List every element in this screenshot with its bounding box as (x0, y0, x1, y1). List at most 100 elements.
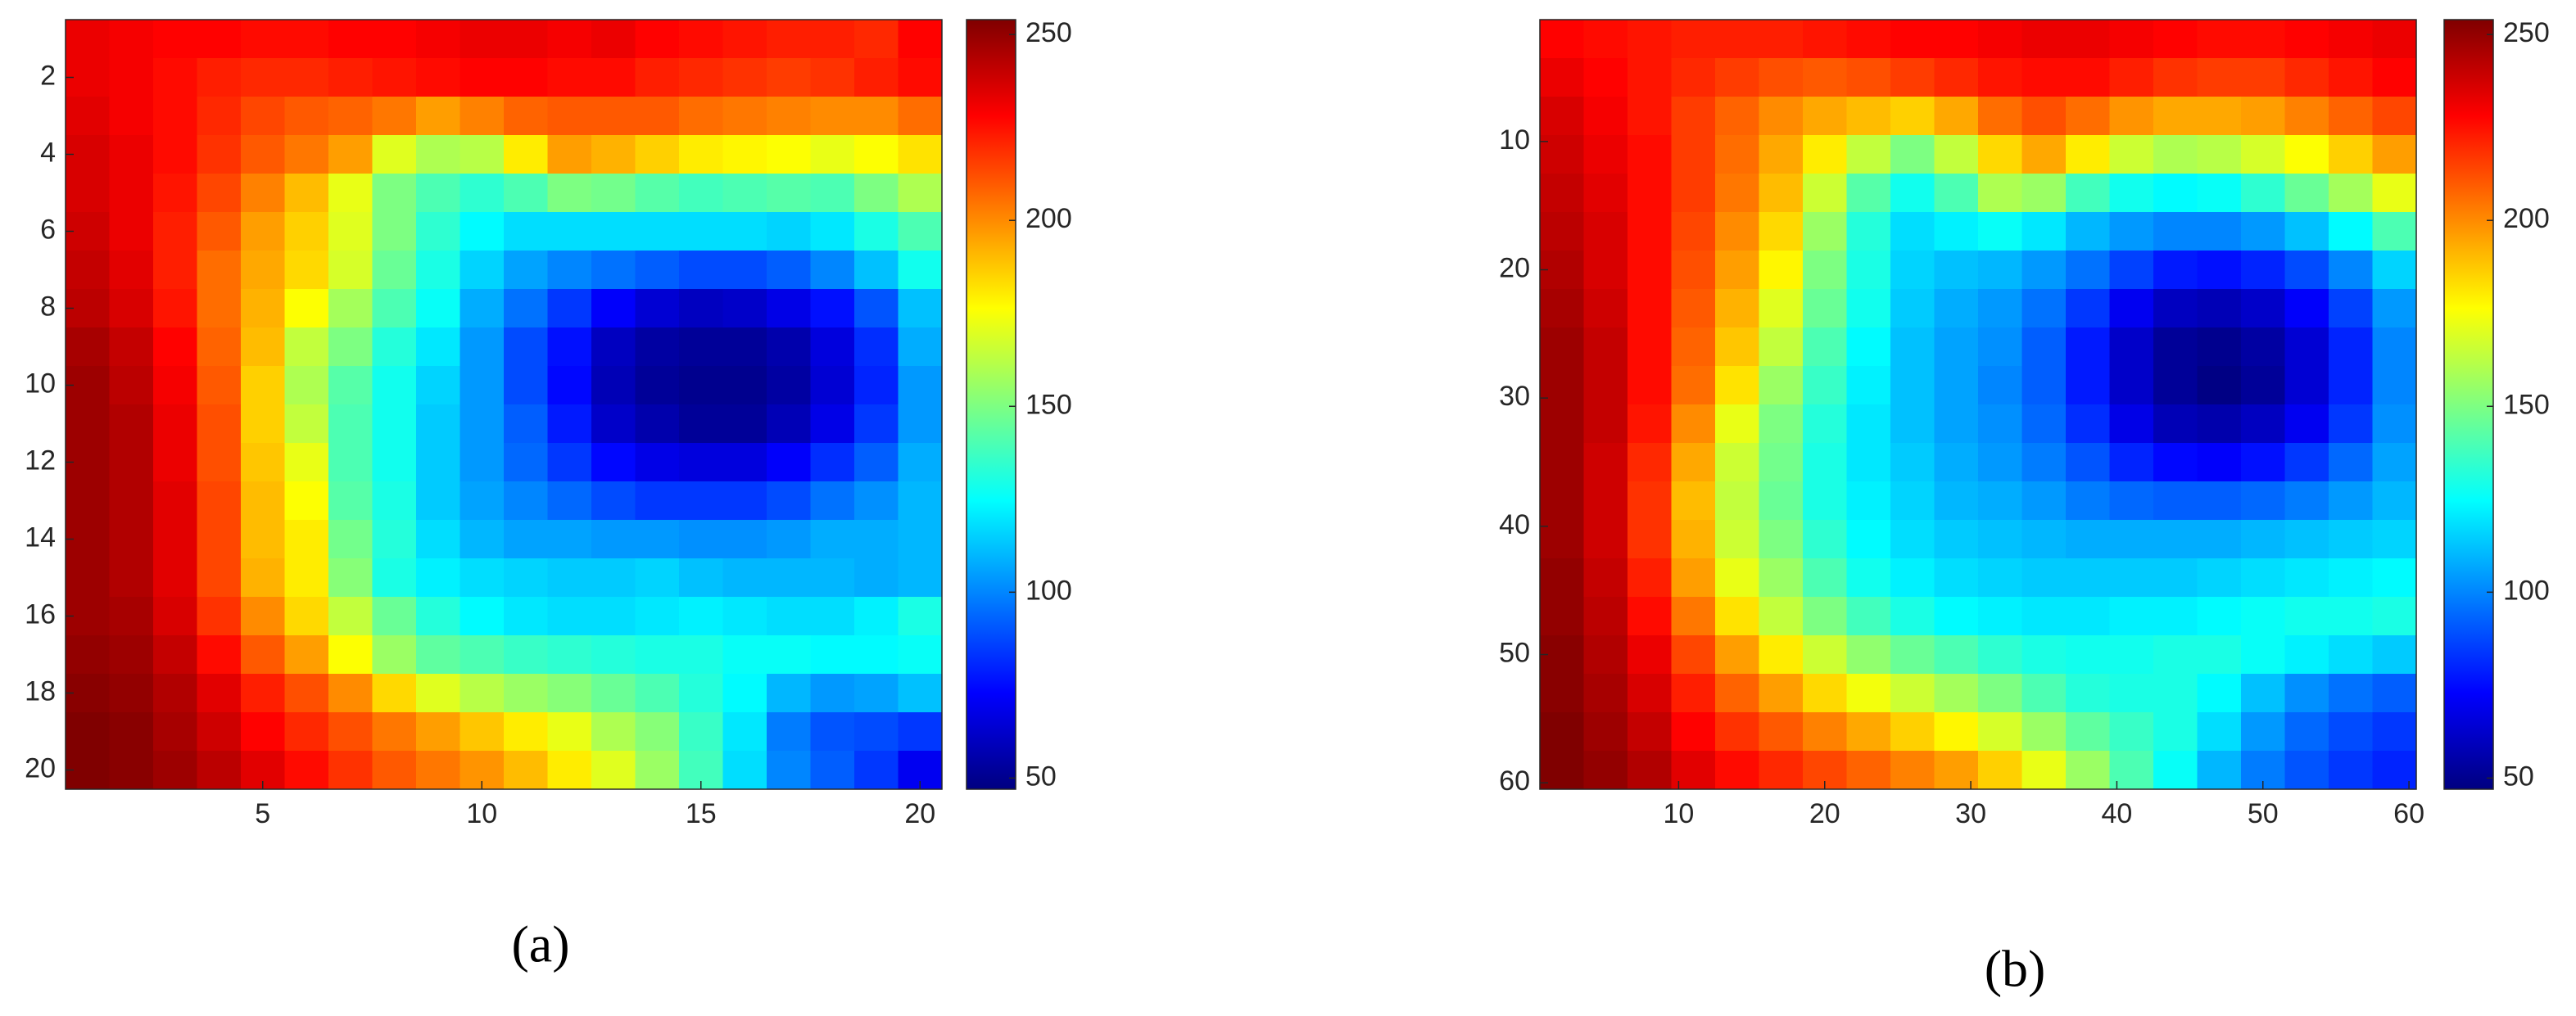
y-tick-label: 16 (25, 598, 56, 630)
heatmap-cell (2066, 251, 2111, 290)
heatmap-cell (328, 251, 373, 290)
x-tick-label: 20 (904, 798, 935, 829)
y-tick-label: 40 (1499, 509, 1530, 540)
heatmap-cell (1540, 289, 1585, 328)
heatmap-cell (1628, 97, 1673, 136)
heatmap-cell (2284, 520, 2329, 559)
heatmap-cell (547, 443, 592, 482)
heatmap-cell (591, 751, 636, 790)
heatmap-cell (2284, 712, 2329, 752)
heatmap-cell (460, 174, 505, 213)
heatmap-cell (2329, 597, 2374, 636)
heatmap-cell (2197, 597, 2242, 636)
heatmap-cell (460, 520, 505, 559)
heatmap-cell (2241, 366, 2286, 405)
heatmap-cell (1890, 635, 1935, 675)
heatmap-cell (898, 135, 943, 174)
heatmap-cell (1540, 366, 1585, 405)
heatmap-cell (547, 327, 592, 367)
heatmap-cell (2021, 212, 2067, 251)
heatmap-cell (679, 481, 724, 521)
colorbar-tick-label: 200 (1025, 203, 1072, 234)
heatmap-cell (1978, 751, 2023, 790)
heatmap-cell (2284, 558, 2329, 598)
heatmap-cell (635, 212, 680, 251)
heatmap-cell (197, 751, 242, 790)
colorbar-tick-label: 200 (2503, 203, 2550, 234)
heatmap-cell (109, 58, 154, 97)
heatmap-cell (2241, 20, 2286, 59)
heatmap-cell (1803, 366, 1848, 405)
colorbar-tick-label: 250 (1025, 17, 1072, 48)
heatmap-cell (1978, 212, 2023, 251)
heatmap-cell (591, 520, 636, 559)
heatmap-cell (635, 135, 680, 174)
heatmap-cell (767, 674, 812, 713)
heatmap-cell (1759, 558, 1804, 598)
heatmap-cell (854, 558, 899, 598)
heatmap-cell (1934, 327, 1979, 367)
heatmap-cell (416, 251, 461, 290)
colorbar (966, 19, 1016, 790)
heatmap-cell (2021, 135, 2067, 174)
heatmap-cell (1803, 20, 1848, 59)
heatmap-cell (504, 174, 549, 213)
heatmap-cell (1759, 635, 1804, 675)
heatmap-cell (722, 366, 767, 405)
heatmap-cell (284, 97, 329, 136)
heatmap-cell (810, 289, 855, 328)
colorbar-tick-label: 50 (2503, 761, 2534, 792)
heatmap-cell (284, 135, 329, 174)
heatmap-cell (1890, 251, 1935, 290)
y-tick-label: 8 (40, 291, 56, 322)
axes-frame (1539, 19, 2417, 790)
heatmap-cell (460, 366, 505, 405)
heatmap-cell (328, 404, 373, 444)
heatmap-cell (854, 251, 899, 290)
heatmap-cell (1583, 520, 1628, 559)
heatmap-cell (460, 712, 505, 752)
heatmap-cell (679, 135, 724, 174)
heatmap-cell (722, 289, 767, 328)
heatmap-cell (328, 20, 373, 59)
heatmap-cell (898, 635, 943, 675)
heatmap-cell (66, 327, 111, 367)
heatmap-cell (2109, 635, 2154, 675)
heatmap-cell (372, 251, 417, 290)
heatmap-cell (197, 289, 242, 328)
heatmap-cell (2372, 712, 2417, 752)
heatmap-cell (854, 404, 899, 444)
heatmap-cell (2372, 674, 2417, 713)
heatmap-cell (767, 174, 812, 213)
heatmap-cell (2284, 597, 2329, 636)
heatmap-cell (810, 443, 855, 482)
heatmap-cell (810, 558, 855, 598)
colorbar-tick-label: 100 (2503, 575, 2550, 606)
heatmap-cell (1803, 520, 1848, 559)
heatmap-cell (1759, 327, 1804, 367)
heatmap-cell (1628, 174, 1673, 213)
heatmap-cell (2197, 520, 2242, 559)
heatmap-cell (197, 327, 242, 367)
heatmap-cell (2329, 289, 2374, 328)
heatmap-cell (2109, 289, 2154, 328)
heatmap-cell (284, 174, 329, 213)
heatmap-cell (1715, 674, 1760, 713)
heatmap-cell (2109, 597, 2154, 636)
heatmap-cell (547, 751, 592, 790)
axes-frame (65, 19, 943, 790)
heatmap-cell (1934, 212, 1979, 251)
heatmap-cell (1628, 751, 1673, 790)
colorbar-tick-label: 150 (2503, 389, 2550, 420)
heatmap-cell (153, 597, 198, 636)
heatmap-cell (1671, 327, 1716, 367)
heatmap-cell (1934, 251, 1979, 290)
heatmap-cell (2021, 635, 2067, 675)
heatmap-cell (284, 597, 329, 636)
heatmap-cell (2372, 251, 2417, 290)
heatmap-cell (679, 712, 724, 752)
heatmap-cell (2372, 97, 2417, 136)
heatmap-cell (416, 135, 461, 174)
heatmap-cell (722, 404, 767, 444)
